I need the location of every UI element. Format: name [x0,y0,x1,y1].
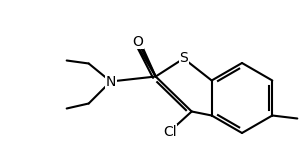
Text: Cl: Cl [163,124,176,139]
Text: N: N [106,75,116,89]
Text: O: O [132,35,143,49]
Text: S: S [179,51,188,66]
